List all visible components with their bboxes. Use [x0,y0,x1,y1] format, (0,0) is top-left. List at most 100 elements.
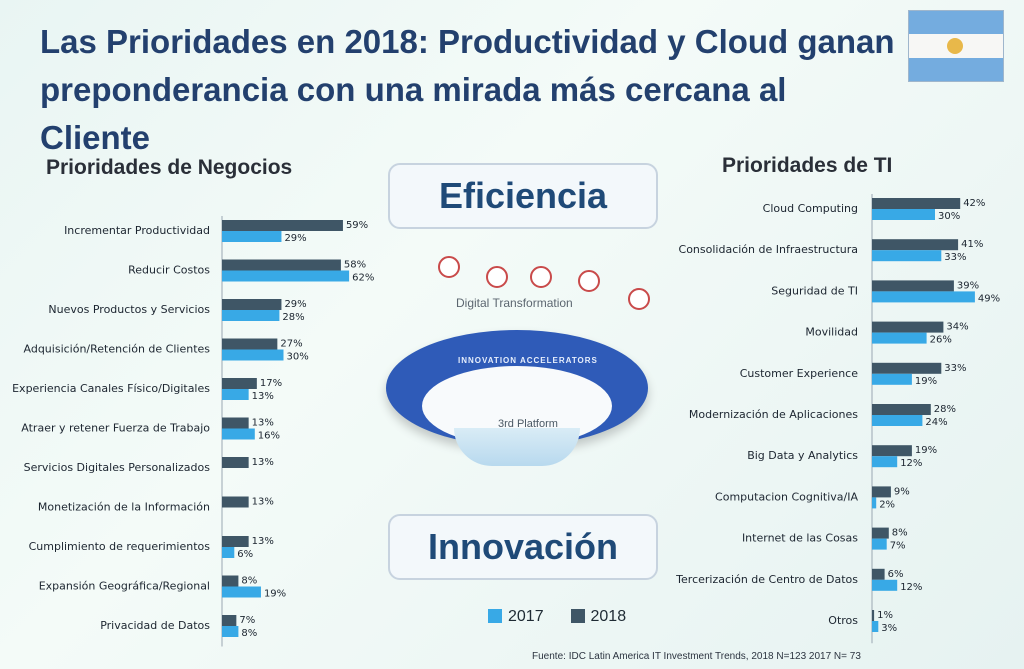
value-label-2017: 19% [915,376,937,387]
bar-2018 [872,445,912,457]
category-label: Tercerización de Centro de Datos [675,573,858,586]
bar-2017 [872,373,912,385]
bar-2018 [222,417,249,429]
value-label-2018: 42% [963,198,985,209]
bar-2017 [872,579,898,591]
bar-2018 [222,220,343,231]
bar-2018 [222,575,239,587]
value-label-2018: 28% [934,404,956,415]
value-label-2017: 33% [944,252,966,263]
value-label-2017: 2% [879,499,895,510]
value-label-2018: 9% [894,486,910,497]
category-label: Internet de las Cosas [742,532,858,545]
value-label-2018: 17% [260,378,282,389]
legend-2018: 2018 [590,608,627,625]
argentina-flag-icon [908,10,1004,82]
value-label-2018: 7% [239,615,255,626]
source-note: Fuente: IDC Latin America IT Investment … [532,651,861,662]
category-label: Privacidad de Datos [100,619,210,632]
value-label-2017: 12% [900,458,922,469]
bar-2017 [872,250,942,262]
bar-2017 [222,547,235,558]
value-label-2017: 62% [352,273,374,284]
ring-label: INNOVATION ACCELERATORS [458,356,598,365]
value-label-2017: 24% [925,417,947,428]
category-label: Movilidad [805,326,858,339]
dt-icon [438,256,460,278]
category-label: Adquisición/Retención de Clientes [24,343,211,356]
category-label: Incrementar Productividad [64,224,210,237]
bar-2017 [872,538,887,550]
legend-swatch-2017 [488,609,502,623]
bar-2018 [872,321,944,333]
value-label-2017: 29% [284,233,306,244]
bar-2018 [222,536,249,547]
value-label-2017: 19% [264,589,286,600]
bar-2018 [872,280,954,292]
value-label-2017: 30% [287,352,309,363]
dt-icon [530,266,552,288]
bar-2017 [222,349,284,361]
value-label-2017: 49% [978,293,1000,304]
bar-2017 [222,231,282,242]
category-label: Nuevos Productos y Servicios [48,303,210,316]
bar-2017 [872,497,877,509]
category-label: Atraer y retener Fuerza de Trabajo [21,422,210,435]
category-label: Seguridad de TI [771,284,858,297]
bar-2017 [872,209,935,220]
legend-2017: 2017 [508,608,544,625]
diagram-title: Digital Transformation [456,296,573,310]
category-label: Modernización de Aplicaciones [689,408,858,421]
legend: 2017 2018 [488,608,626,626]
bar-2017 [872,621,879,632]
category-label: Reducir Costos [128,264,210,277]
value-label-2018: 59% [346,220,368,231]
bar-2018 [222,496,249,508]
bar-2017 [222,586,261,598]
value-label-2018: 19% [915,445,937,456]
value-label-2018: 8% [241,576,257,587]
slide-title: Las Prioridades en 2018: Productividad y… [40,23,895,156]
category-label: Computacion Cognitiva/IA [715,490,858,503]
category-label: Cumplimiento de requerimientos [29,540,211,553]
category-label: Monetización de la Información [38,501,210,514]
category-label: Customer Experience [740,367,859,380]
value-label-2018: 13% [252,457,274,468]
bar-2018 [222,457,249,468]
bar-2018 [222,299,282,310]
value-label-2018: 33% [944,363,966,374]
value-label-2018: 34% [946,322,968,333]
bar-2018 [872,610,875,621]
value-label-2017: 6% [237,549,253,560]
value-label-2017: 3% [881,623,897,634]
value-label-2018: 27% [280,339,302,350]
value-label-2017: 28% [282,312,304,323]
bar-2017 [222,270,350,282]
value-label-2018: 1% [877,610,893,621]
diagram-base [454,428,580,466]
bar-2017 [872,456,898,468]
category-label: Servicios Digitales Personalizados [24,461,211,474]
bar-2018 [872,198,961,209]
bar-2017 [872,415,923,426]
value-label-2018: 6% [888,569,904,580]
category-label: Experiencia Canales Físico/Digitales [12,382,210,395]
category-label: Expansión Geográfica/Regional [39,580,210,593]
value-label-2017: 13% [252,391,274,402]
dt-icon [486,266,508,288]
innovation-label: Innovación [388,514,658,580]
bar-2018 [872,362,942,374]
bar-2018 [872,404,931,415]
bar-2018 [872,486,891,498]
value-label-2018: 8% [892,528,908,539]
value-label-2017: 26% [930,335,952,346]
value-label-2018: 39% [957,280,979,291]
value-label-2017: 7% [890,541,906,552]
value-label-2018: 29% [284,299,306,310]
value-label-2017: 12% [900,582,922,593]
value-label-2018: 13% [252,418,274,429]
bar-2017 [222,626,239,637]
legend-swatch-2018 [570,609,585,623]
it-chart-title: Prioridades de TI [722,154,893,177]
